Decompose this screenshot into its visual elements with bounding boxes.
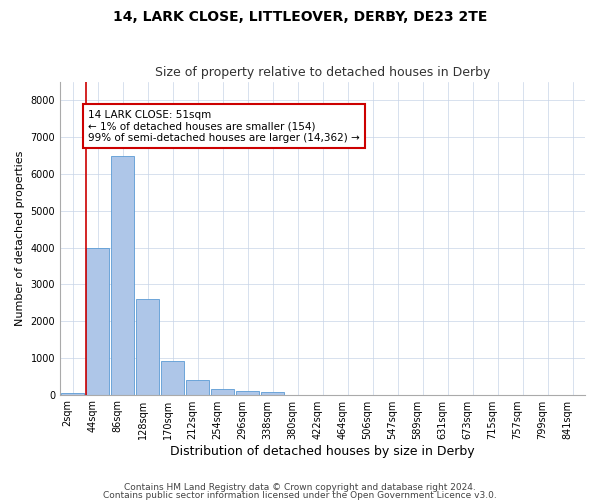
Bar (161, 362, 184, 394)
Bar (110, 156, 134, 394)
Bar (211, 389, 235, 394)
Bar (236, 390, 259, 394)
Text: 14 LARK CLOSE: 51sqm
← 1% of detached houses are smaller (154)
99% of semi-detac: 14 LARK CLOSE: 51sqm ← 1% of detached ho… (88, 110, 360, 143)
Bar (185, 380, 209, 394)
Bar (260, 392, 284, 394)
Text: Contains public sector information licensed under the Open Government Licence v3: Contains public sector information licen… (103, 490, 497, 500)
Text: 14, LARK CLOSE, LITTLEOVER, DERBY, DE23 2TE: 14, LARK CLOSE, LITTLEOVER, DERBY, DE23 … (113, 10, 487, 24)
Bar (136, 299, 160, 394)
Text: Contains HM Land Registry data © Crown copyright and database right 2024.: Contains HM Land Registry data © Crown c… (124, 484, 476, 492)
Bar (86, 248, 109, 394)
Y-axis label: Number of detached properties: Number of detached properties (15, 150, 25, 326)
X-axis label: Distribution of detached houses by size in Derby: Distribution of detached houses by size … (170, 444, 475, 458)
Title: Size of property relative to detached houses in Derby: Size of property relative to detached ho… (155, 66, 490, 80)
